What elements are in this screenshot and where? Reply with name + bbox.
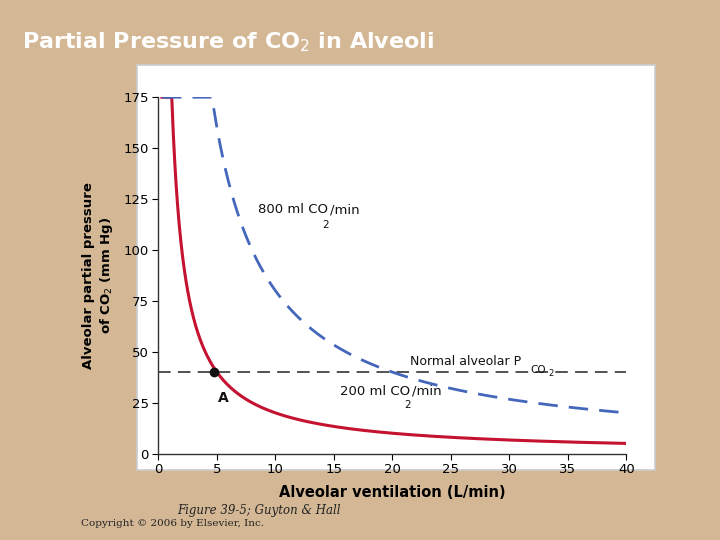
Text: Normal alveolar P: Normal alveolar P bbox=[410, 355, 521, 368]
Text: Partial Pressure of CO$_2$ in Alveoli: Partial Pressure of CO$_2$ in Alveoli bbox=[22, 30, 433, 54]
Text: 2: 2 bbox=[404, 400, 410, 410]
Text: 2: 2 bbox=[323, 220, 329, 229]
Text: 800 ml CO: 800 ml CO bbox=[258, 203, 328, 217]
Text: Copyright © 2006 by Elsevier, Inc.: Copyright © 2006 by Elsevier, Inc. bbox=[81, 519, 264, 528]
Text: Figure 39-5; Guyton & Hall: Figure 39-5; Guyton & Hall bbox=[177, 504, 341, 517]
Y-axis label: Alveolar partial pressure
of CO$_2$ (mm Hg): Alveolar partial pressure of CO$_2$ (mm … bbox=[83, 182, 115, 369]
Text: A: A bbox=[217, 392, 228, 406]
X-axis label: Alveolar ventilation (L/min): Alveolar ventilation (L/min) bbox=[279, 485, 505, 500]
Text: /min: /min bbox=[330, 203, 360, 217]
Text: 200 ml CO: 200 ml CO bbox=[340, 384, 410, 397]
Text: CO: CO bbox=[531, 365, 546, 375]
Text: 2: 2 bbox=[548, 369, 553, 378]
Text: /min: /min bbox=[413, 384, 442, 397]
